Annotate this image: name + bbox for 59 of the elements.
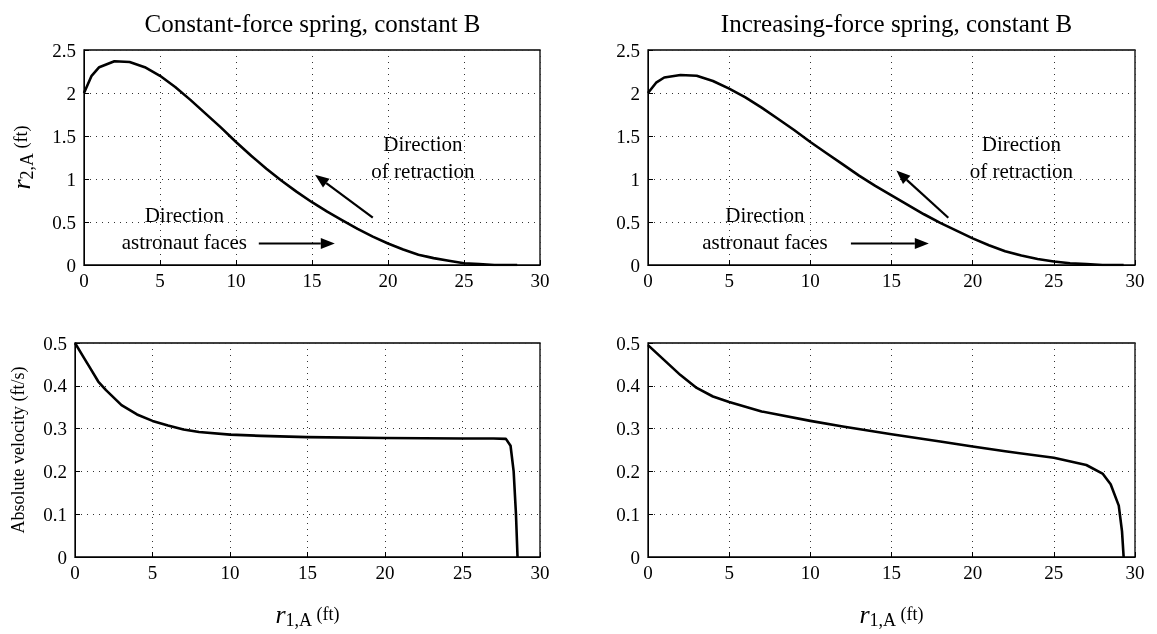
x-tick-label: 10	[220, 562, 240, 583]
x-tick-label: 10	[800, 562, 820, 583]
x-tick-label: 5	[724, 562, 734, 583]
x-tick-label: 25	[454, 270, 474, 291]
x-tick-label: 25	[1044, 562, 1064, 583]
x-tick-label: 30	[1125, 270, 1145, 291]
x-tick-label: 20	[375, 562, 395, 583]
y-tick-label: 0.5	[616, 211, 640, 233]
y-axis-title: Absolute velocity (ft/s)	[8, 366, 29, 534]
y-tick-label: 0.4	[43, 375, 68, 397]
y-tick-label: 1.5	[52, 125, 76, 147]
x-tick-label: 30	[530, 562, 550, 583]
x-tick-label: 20	[963, 562, 983, 583]
x-tick-label: 15	[882, 270, 901, 291]
y-tick-label: 2	[66, 82, 76, 104]
y-tick-label: 0	[630, 254, 640, 276]
chart-title: Increasing-force spring, constant B	[720, 10, 1073, 37]
y-tick-label: 0.1	[616, 503, 640, 525]
x-tick-label: 5	[155, 270, 165, 291]
y-tick-label: 0.5	[616, 332, 640, 354]
x-tick-label: 5	[147, 562, 158, 583]
y-tick-label: 0.1	[43, 503, 67, 525]
chart-title: Constant-force spring, constant B	[144, 10, 481, 37]
x-tick-label: 30	[1125, 562, 1145, 583]
y-tick-label: 2	[630, 82, 640, 104]
x-tick-label: 15	[302, 270, 322, 291]
x-tick-label: 0	[79, 270, 89, 291]
y-tick-label: 1.5	[616, 125, 640, 147]
annotation: Direction astronaut faces	[702, 203, 828, 255]
y-tick-label: 0	[66, 254, 76, 276]
y-tick-label: 0.3	[43, 418, 67, 440]
x-tick-label: 5	[724, 270, 734, 291]
annotation: Direction astronaut faces	[121, 203, 247, 255]
y-axis-title: r2,A (ft)	[6, 125, 37, 190]
y-tick-label: 1	[66, 168, 76, 190]
annotation: Direction of retraction	[371, 132, 476, 183]
y-tick-label: 2.5	[616, 39, 640, 61]
x-tick-label: 20	[963, 270, 983, 291]
y-tick-label: 0.2	[616, 460, 640, 482]
x-tick-label: 0	[643, 270, 653, 291]
y-tick-label: 0.4	[616, 375, 641, 397]
y-tick-label: 0	[57, 546, 67, 568]
x-tick-label: 10	[800, 270, 820, 291]
y-tick-label: 0	[630, 546, 640, 568]
y-tick-label: 0.5	[43, 332, 67, 354]
x-tick-label: 25	[453, 562, 472, 583]
y-tick-label: 0.2	[43, 460, 67, 482]
x-tick-label: 20	[378, 270, 398, 291]
x-tick-label: 30	[530, 270, 550, 291]
x-tick-label: 0	[643, 562, 653, 583]
y-tick-label: 0.5	[52, 211, 76, 233]
x-tick-label: 25	[1044, 270, 1064, 291]
x-tick-label: 15	[298, 562, 317, 583]
y-tick-label: 1	[630, 168, 640, 190]
y-tick-label: 0.3	[616, 418, 640, 440]
x-tick-label: 10	[226, 270, 246, 291]
y-tick-label: 2.5	[52, 39, 76, 61]
annotation: Direction of retraction	[969, 132, 1074, 183]
x-tick-label: 15	[882, 562, 901, 583]
